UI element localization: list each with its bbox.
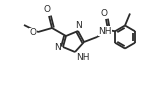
- Text: O: O: [101, 9, 108, 18]
- Text: NH: NH: [98, 26, 112, 35]
- Text: N: N: [54, 43, 61, 52]
- Text: O: O: [44, 5, 51, 15]
- Text: NH: NH: [76, 54, 90, 62]
- Text: O: O: [29, 28, 37, 37]
- Text: N: N: [75, 21, 82, 29]
